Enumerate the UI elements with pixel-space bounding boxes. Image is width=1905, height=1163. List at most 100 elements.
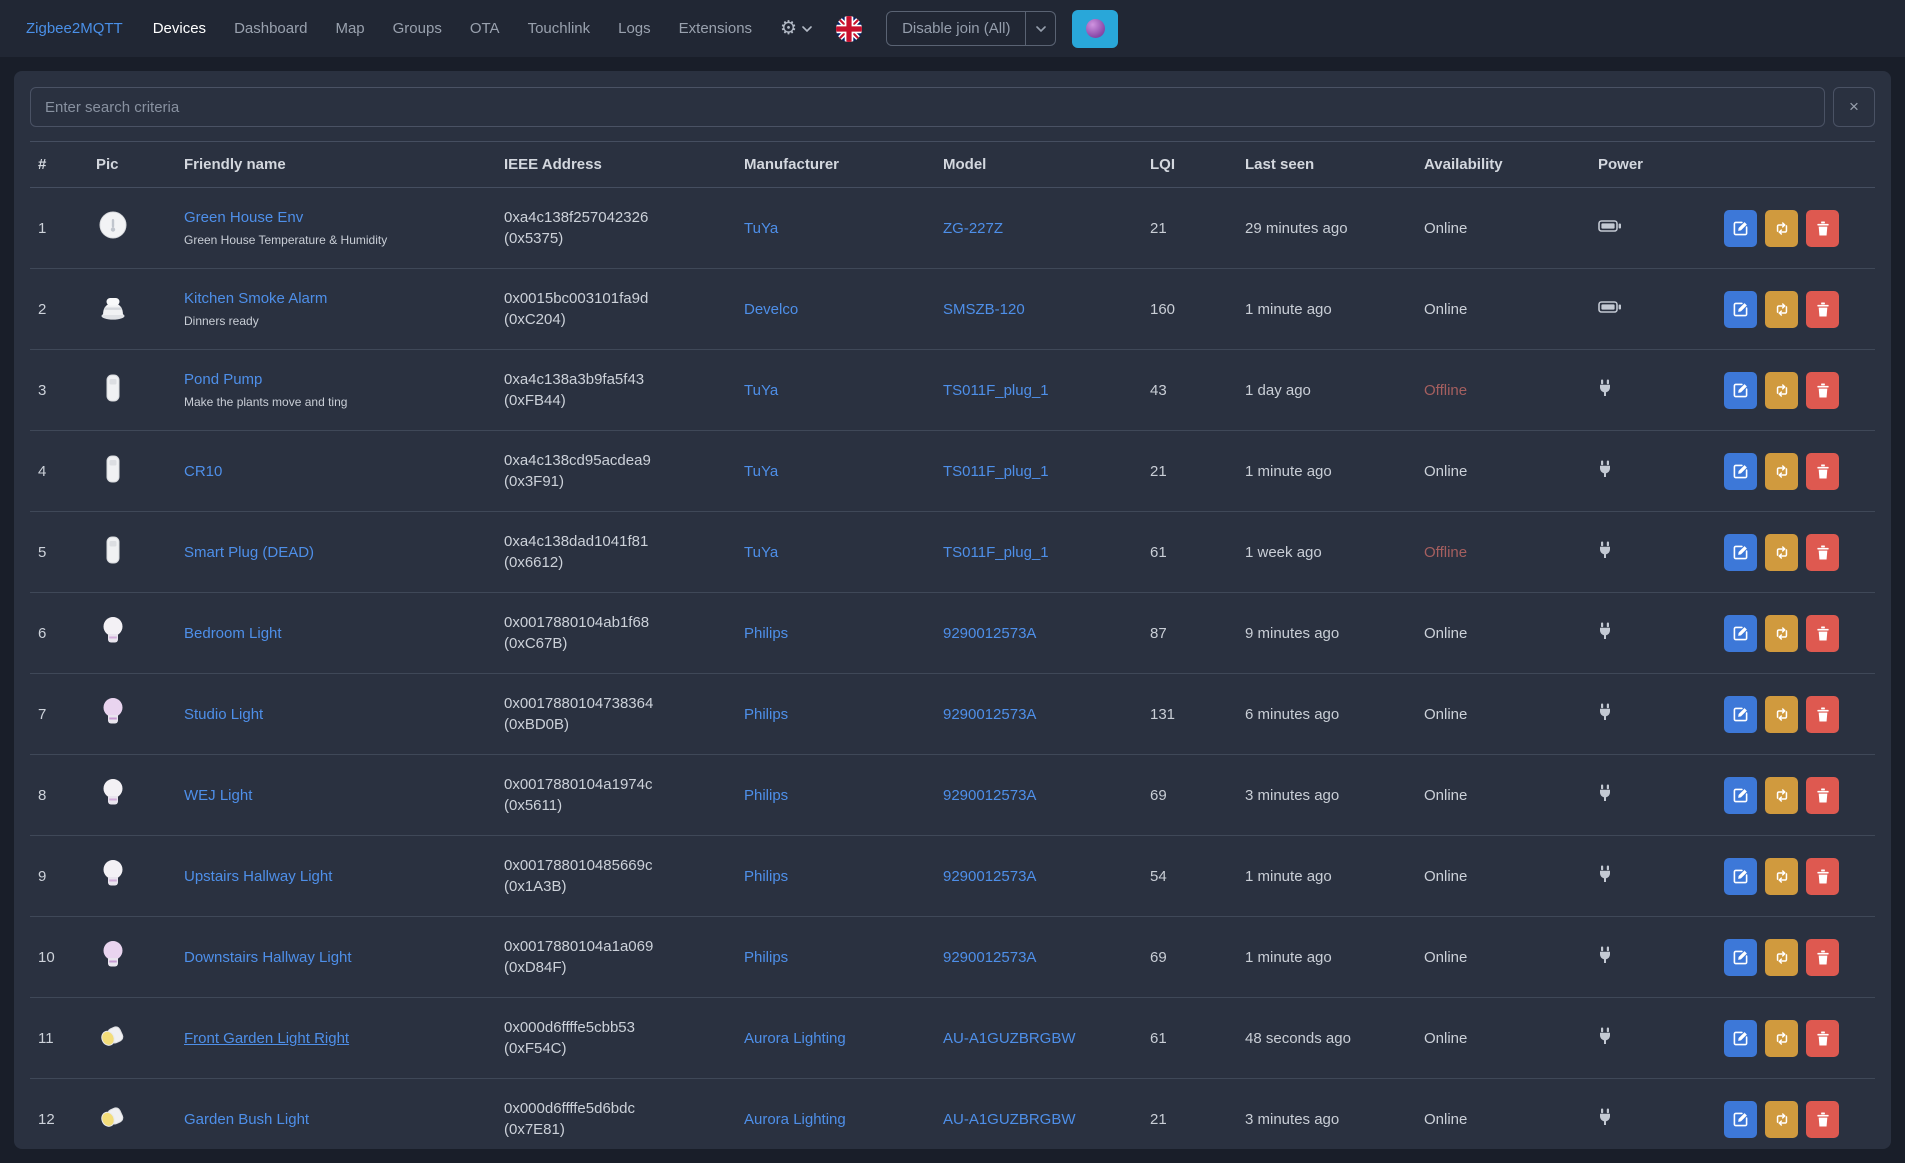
column-header-model[interactable]: Model	[935, 141, 1142, 188]
device-name-link[interactable]: Garden Bush Light	[184, 1110, 310, 1128]
remove-button[interactable]	[1806, 209, 1840, 247]
brand-link[interactable]: Zigbee2MQTT	[26, 20, 123, 37]
reconfigure-button[interactable]	[1765, 452, 1799, 490]
device-name-link[interactable]: Kitchen Smoke Alarm	[184, 290, 328, 307]
lqi-value: 61	[1142, 997, 1237, 1079]
reconfigure-button[interactable]	[1765, 533, 1799, 571]
manufacturer-link[interactable]: TuYa	[744, 543, 779, 561]
device-name-link[interactable]: Green House Env	[184, 209, 304, 226]
settings-dropdown[interactable]: ⚙	[780, 19, 812, 38]
edit-button[interactable]	[1724, 533, 1757, 571]
reconfigure-button[interactable]	[1765, 938, 1799, 976]
model-link[interactable]: TS011F_plug_1	[943, 462, 1049, 480]
language-selector[interactable]	[836, 15, 863, 42]
remove-button[interactable]	[1806, 1019, 1840, 1057]
reconfigure-button[interactable]	[1765, 695, 1799, 733]
model-link[interactable]: TS011F_plug_1	[943, 543, 1049, 561]
model-link[interactable]: TS011F_plug_1	[943, 381, 1049, 399]
edit-button[interactable]	[1724, 1019, 1757, 1057]
model-link[interactable]: 9290012573A	[943, 705, 1037, 723]
nav-item-touchlink[interactable]: Touchlink	[527, 20, 591, 37]
model-link[interactable]: 9290012573A	[943, 624, 1037, 642]
manufacturer-link[interactable]: Philips	[744, 867, 789, 885]
edit-button[interactable]	[1724, 452, 1757, 490]
reconfigure-button[interactable]	[1765, 209, 1799, 247]
remove-button[interactable]	[1806, 695, 1840, 733]
manufacturer-link[interactable]: Philips	[744, 705, 789, 723]
reconfigure-button[interactable]	[1765, 290, 1799, 328]
model-link[interactable]: ZG-227Z	[943, 219, 1004, 237]
search-input[interactable]	[30, 87, 1825, 127]
remove-button[interactable]	[1806, 938, 1840, 976]
manufacturer-link[interactable]: Philips	[744, 624, 789, 642]
model-link[interactable]: AU-A1GUZBRGBW	[943, 1029, 1076, 1047]
remove-button[interactable]	[1806, 614, 1840, 652]
model-link[interactable]: 9290012573A	[943, 786, 1037, 804]
theme-toggle-button[interactable]	[1072, 9, 1119, 48]
device-name-link[interactable]: Downstairs Hallway Light	[184, 948, 352, 966]
column-header-friendly-name[interactable]: Friendly name	[176, 141, 496, 188]
clear-search-button[interactable]: ×	[1833, 87, 1875, 127]
model-link[interactable]: AU-A1GUZBRGBW	[943, 1110, 1076, 1128]
manufacturer-link[interactable]: Develco	[744, 300, 799, 318]
permit-join-button[interactable]: Disable join (All)	[886, 11, 1027, 46]
manufacturer-link[interactable]: Aurora Lighting	[744, 1110, 846, 1128]
nav-item-logs[interactable]: Logs	[618, 20, 651, 37]
remove-button[interactable]	[1806, 533, 1840, 571]
model-link[interactable]: 9290012573A	[943, 948, 1037, 966]
device-name-link[interactable]: Bedroom Light	[184, 624, 282, 642]
reconfigure-button[interactable]	[1765, 371, 1799, 409]
remove-button[interactable]	[1806, 857, 1840, 895]
device-name-link[interactable]: Upstairs Hallway Light	[184, 867, 333, 885]
reconfigure-button[interactable]	[1765, 1019, 1799, 1057]
reconfigure-button[interactable]	[1765, 776, 1799, 814]
manufacturer-link[interactable]: TuYa	[744, 219, 779, 237]
permit-join-caret-button[interactable]	[1026, 11, 1057, 46]
nav-item-extensions[interactable]: Extensions	[678, 20, 753, 37]
nav-item-devices[interactable]: Devices	[152, 20, 207, 37]
column-header-index[interactable]: #	[30, 141, 88, 188]
device-name-link[interactable]: Smart Plug (DEAD)	[184, 543, 315, 561]
edit-button[interactable]	[1724, 695, 1757, 733]
edit-button[interactable]	[1724, 371, 1757, 409]
manufacturer-link[interactable]: Philips	[744, 948, 789, 966]
device-name-link[interactable]: Studio Light	[184, 705, 264, 723]
edit-button[interactable]	[1724, 938, 1757, 976]
column-header-ieee-address[interactable]: IEEE Address	[496, 141, 736, 188]
edit-button[interactable]	[1724, 1100, 1757, 1138]
edit-button[interactable]	[1724, 857, 1757, 895]
column-header-lqi[interactable]: LQI	[1142, 141, 1237, 188]
manufacturer-link[interactable]: Aurora Lighting	[744, 1029, 846, 1047]
remove-button[interactable]	[1806, 452, 1840, 490]
edit-button[interactable]	[1724, 776, 1757, 814]
model-link[interactable]: SMSZB-120	[943, 300, 1025, 318]
nav-item-map[interactable]: Map	[335, 20, 365, 37]
reconfigure-button[interactable]	[1765, 1100, 1799, 1138]
remove-button[interactable]	[1806, 290, 1840, 328]
column-header-actions[interactable]	[1716, 141, 1875, 188]
edit-button[interactable]	[1724, 614, 1757, 652]
device-name-link[interactable]: WEJ Light	[184, 786, 253, 804]
manufacturer-link[interactable]: TuYa	[744, 462, 779, 480]
reconfigure-button[interactable]	[1765, 614, 1799, 652]
model-link[interactable]: 9290012573A	[943, 867, 1037, 885]
column-header-power[interactable]: Power	[1590, 141, 1716, 188]
column-header-last-seen[interactable]: Last seen	[1237, 141, 1416, 188]
device-name-link[interactable]: Pond Pump	[184, 371, 263, 388]
remove-button[interactable]	[1806, 776, 1840, 814]
reconfigure-button[interactable]	[1765, 857, 1799, 895]
manufacturer-link[interactable]: Philips	[744, 786, 789, 804]
remove-button[interactable]	[1806, 1100, 1840, 1138]
device-name-link[interactable]: Front Garden Light Right	[184, 1029, 350, 1047]
nav-item-dashboard[interactable]: Dashboard	[234, 20, 308, 37]
nav-item-groups[interactable]: Groups	[392, 20, 442, 37]
device-name-link[interactable]: CR10	[184, 462, 223, 480]
manufacturer-link[interactable]: TuYa	[744, 381, 779, 399]
column-header-availability[interactable]: Availability	[1416, 141, 1590, 188]
edit-button[interactable]	[1724, 290, 1757, 328]
nav-item-ota[interactable]: OTA	[469, 20, 500, 37]
edit-button[interactable]	[1724, 209, 1757, 247]
column-header-manufacturer[interactable]: Manufacturer	[736, 141, 935, 188]
remove-button[interactable]	[1806, 371, 1840, 409]
column-header-pic[interactable]: Pic	[88, 141, 176, 188]
